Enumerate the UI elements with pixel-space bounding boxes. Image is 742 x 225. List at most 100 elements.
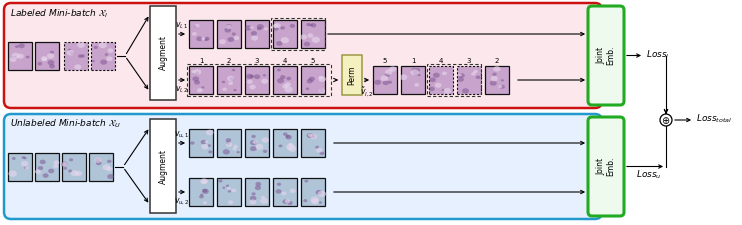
Ellipse shape: [316, 148, 323, 153]
Text: 4: 4: [283, 58, 287, 64]
Ellipse shape: [289, 24, 295, 28]
Ellipse shape: [311, 135, 315, 138]
Ellipse shape: [22, 156, 25, 159]
Ellipse shape: [319, 88, 324, 92]
Ellipse shape: [428, 87, 435, 91]
Ellipse shape: [229, 77, 234, 81]
Ellipse shape: [278, 144, 283, 147]
Ellipse shape: [249, 85, 256, 90]
Ellipse shape: [81, 54, 85, 58]
Ellipse shape: [306, 79, 313, 83]
Bar: [150, 6, 176, 100]
Ellipse shape: [224, 27, 232, 33]
Ellipse shape: [26, 56, 30, 59]
Ellipse shape: [77, 42, 85, 48]
Bar: [273, 178, 297, 206]
Ellipse shape: [102, 164, 111, 170]
Ellipse shape: [61, 162, 68, 167]
Ellipse shape: [315, 190, 322, 195]
Ellipse shape: [12, 56, 16, 59]
Ellipse shape: [202, 144, 209, 149]
Ellipse shape: [226, 142, 232, 147]
Ellipse shape: [430, 77, 436, 82]
Ellipse shape: [418, 74, 421, 76]
Ellipse shape: [255, 185, 261, 190]
Bar: [245, 129, 269, 157]
Ellipse shape: [458, 77, 464, 82]
Ellipse shape: [284, 86, 293, 93]
Text: 4: 4: [439, 58, 443, 64]
Ellipse shape: [204, 37, 210, 41]
Ellipse shape: [47, 60, 54, 65]
Ellipse shape: [315, 146, 319, 149]
Ellipse shape: [310, 23, 316, 27]
Ellipse shape: [206, 130, 214, 135]
Ellipse shape: [12, 48, 28, 64]
Ellipse shape: [277, 72, 293, 88]
Ellipse shape: [226, 25, 232, 29]
Ellipse shape: [303, 199, 307, 202]
Ellipse shape: [223, 149, 230, 155]
Ellipse shape: [42, 173, 49, 178]
Text: Augment: Augment: [159, 148, 168, 184]
Text: $Loss_u$: $Loss_u$: [636, 169, 662, 181]
Bar: [189, 20, 213, 48]
Ellipse shape: [17, 54, 24, 59]
Bar: [271, 18, 325, 50]
Text: $\tilde{v}_{l,2}$: $\tilde{v}_{l,2}$: [360, 85, 374, 98]
Ellipse shape: [310, 196, 319, 203]
Bar: [189, 178, 213, 206]
Text: 5: 5: [383, 58, 387, 64]
FancyBboxPatch shape: [588, 6, 624, 105]
Ellipse shape: [193, 26, 209, 42]
Ellipse shape: [255, 182, 261, 186]
Text: $v_{l,1}$: $v_{l,1}$: [175, 21, 188, 31]
Ellipse shape: [227, 187, 231, 190]
Ellipse shape: [200, 194, 203, 196]
Bar: [401, 66, 425, 94]
FancyBboxPatch shape: [588, 117, 624, 216]
Ellipse shape: [201, 180, 207, 184]
Ellipse shape: [275, 189, 282, 194]
Ellipse shape: [286, 77, 291, 80]
Ellipse shape: [205, 140, 209, 144]
Ellipse shape: [277, 183, 281, 186]
Ellipse shape: [304, 180, 308, 182]
Bar: [301, 66, 325, 94]
Ellipse shape: [249, 72, 266, 88]
Ellipse shape: [65, 159, 82, 176]
Ellipse shape: [476, 75, 480, 79]
Ellipse shape: [193, 135, 209, 151]
Ellipse shape: [318, 191, 326, 197]
Circle shape: [660, 114, 672, 126]
Bar: [8, 153, 32, 181]
Ellipse shape: [303, 42, 310, 47]
Ellipse shape: [286, 135, 289, 138]
Ellipse shape: [499, 85, 505, 89]
Ellipse shape: [201, 37, 206, 40]
Bar: [301, 20, 325, 48]
Bar: [273, 66, 297, 94]
Ellipse shape: [234, 36, 240, 40]
Ellipse shape: [311, 199, 319, 205]
Ellipse shape: [277, 68, 281, 72]
Ellipse shape: [234, 89, 237, 91]
Ellipse shape: [227, 76, 234, 81]
Ellipse shape: [249, 26, 254, 29]
Ellipse shape: [282, 84, 288, 88]
Ellipse shape: [252, 36, 258, 41]
Ellipse shape: [444, 88, 451, 94]
Ellipse shape: [39, 159, 56, 176]
Ellipse shape: [95, 158, 100, 162]
Ellipse shape: [41, 56, 47, 61]
Ellipse shape: [223, 187, 226, 189]
Ellipse shape: [381, 75, 388, 81]
Ellipse shape: [277, 26, 293, 42]
Ellipse shape: [411, 68, 416, 72]
Ellipse shape: [410, 69, 419, 76]
Ellipse shape: [106, 56, 113, 61]
Ellipse shape: [194, 72, 199, 75]
Ellipse shape: [50, 51, 54, 54]
Ellipse shape: [233, 145, 238, 148]
Ellipse shape: [70, 170, 79, 176]
